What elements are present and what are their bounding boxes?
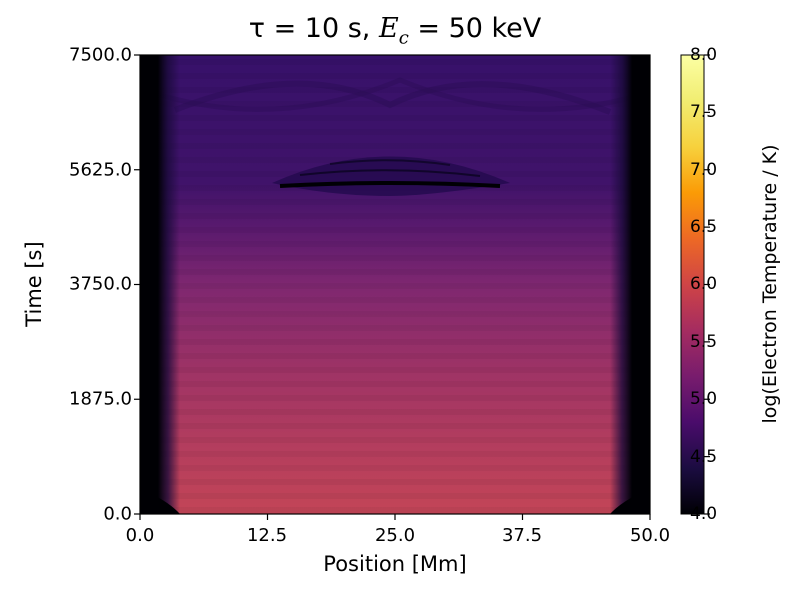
time-band [140, 297, 650, 303]
heatmap-field [140, 55, 650, 514]
time-band [140, 437, 650, 443]
dark-lens-region [272, 156, 510, 196]
time-band [140, 199, 650, 205]
dark-lens-streak [279, 181, 501, 188]
chart-title: τ = 10 s, Ec = 50 keV [248, 13, 542, 49]
time-band [140, 479, 650, 485]
x-axis-label: Position [Mm] [323, 552, 467, 576]
left-cold-boundary [140, 55, 180, 514]
y-tick-label: 5625.0 [69, 159, 132, 181]
left-footpoint-bulge [140, 490, 180, 514]
time-band [140, 227, 650, 233]
colorbar-tick-label: 8.0 [690, 45, 718, 65]
y-tick-label: 1875.0 [69, 388, 132, 410]
x-tick-label: 0.0 [125, 525, 155, 546]
axis-ticks [134, 54, 651, 520]
time-band [140, 367, 650, 373]
right-cold-boundary [610, 55, 650, 514]
time-band [140, 269, 650, 275]
colorbar-tick-label: 5.5 [690, 332, 718, 352]
y-tick-label: 0.0 [103, 503, 132, 525]
time-band [140, 129, 650, 135]
time-band [140, 409, 650, 415]
colorbar-tick-label: 4.0 [690, 504, 718, 524]
time-band [140, 101, 650, 107]
time-band [140, 59, 650, 65]
x-tick-label: 25.0 [374, 525, 416, 546]
dark-lens-streak [329, 159, 451, 166]
time-band [140, 325, 650, 331]
time-band [140, 255, 650, 261]
time-band [140, 465, 650, 471]
time-band [140, 451, 650, 457]
time-band [140, 87, 650, 93]
colorbar-tick-label: 7.5 [690, 102, 718, 122]
y-axis-label: Time [s] [22, 241, 46, 327]
time-bands [140, 59, 650, 513]
time-band [140, 395, 650, 401]
upper-dark-wisps [159, 77, 641, 112]
time-band [140, 241, 650, 247]
colorbar-label: log(Electron Temperature / K) [759, 144, 781, 424]
time-band [140, 213, 650, 219]
colorbar-tick-label: 6.5 [690, 217, 718, 237]
x-tick-label: 12.5 [246, 525, 288, 546]
time-band [140, 507, 650, 513]
time-band [140, 339, 650, 345]
time-band [140, 493, 650, 499]
colorbar-tick-label: 4.5 [690, 447, 718, 467]
colorbar-ticks [704, 54, 710, 515]
upper-dark-wisps [173, 80, 612, 115]
colorbar-tick-label: 7.0 [690, 160, 718, 180]
time-band [140, 283, 650, 289]
time-band [140, 353, 650, 359]
time-band [140, 423, 650, 429]
colorbar-tick-label: 6.0 [690, 274, 718, 294]
time-band [140, 381, 650, 387]
time-band [140, 143, 650, 149]
dark-lens-streak [299, 169, 481, 177]
time-band [140, 115, 650, 121]
y-tick-label: 7500.0 [69, 44, 132, 66]
time-band [140, 73, 650, 79]
x-tick-label: 37.5 [501, 525, 543, 546]
colorbar-tick-label: 5.0 [690, 389, 718, 409]
x-tick-label: 50.0 [629, 525, 671, 546]
right-footpoint-bulge [610, 490, 650, 514]
time-band [140, 311, 650, 317]
y-tick-label: 3750.0 [69, 273, 132, 295]
